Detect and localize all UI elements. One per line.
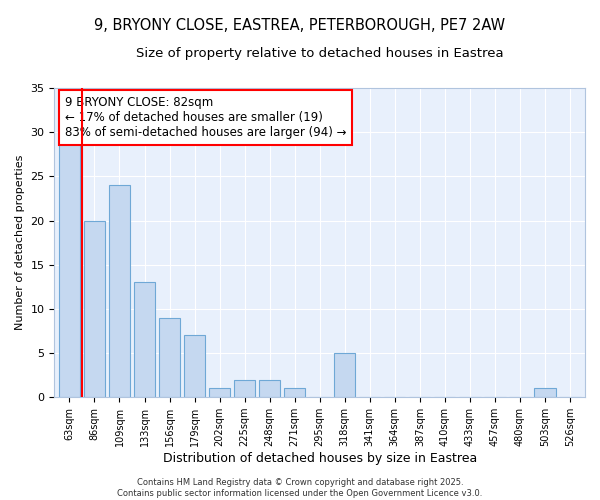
Bar — [209, 388, 230, 397]
Bar — [184, 336, 205, 397]
Bar — [334, 353, 355, 397]
Bar — [59, 141, 80, 397]
Text: Contains HM Land Registry data © Crown copyright and database right 2025.
Contai: Contains HM Land Registry data © Crown c… — [118, 478, 482, 498]
Text: 9 BRYONY CLOSE: 82sqm
← 17% of detached houses are smaller (19)
83% of semi-deta: 9 BRYONY CLOSE: 82sqm ← 17% of detached … — [65, 96, 347, 139]
Bar — [259, 380, 280, 397]
Bar — [134, 282, 155, 397]
Title: Size of property relative to detached houses in Eastrea: Size of property relative to detached ho… — [136, 48, 503, 60]
X-axis label: Distribution of detached houses by size in Eastrea: Distribution of detached houses by size … — [163, 452, 477, 465]
Text: 9, BRYONY CLOSE, EASTREA, PETERBOROUGH, PE7 2AW: 9, BRYONY CLOSE, EASTREA, PETERBOROUGH, … — [94, 18, 506, 32]
Bar — [159, 318, 180, 397]
Bar — [84, 220, 105, 397]
Bar — [284, 388, 305, 397]
Y-axis label: Number of detached properties: Number of detached properties — [15, 155, 25, 330]
Bar — [234, 380, 255, 397]
Bar — [535, 388, 556, 397]
Bar — [109, 185, 130, 397]
